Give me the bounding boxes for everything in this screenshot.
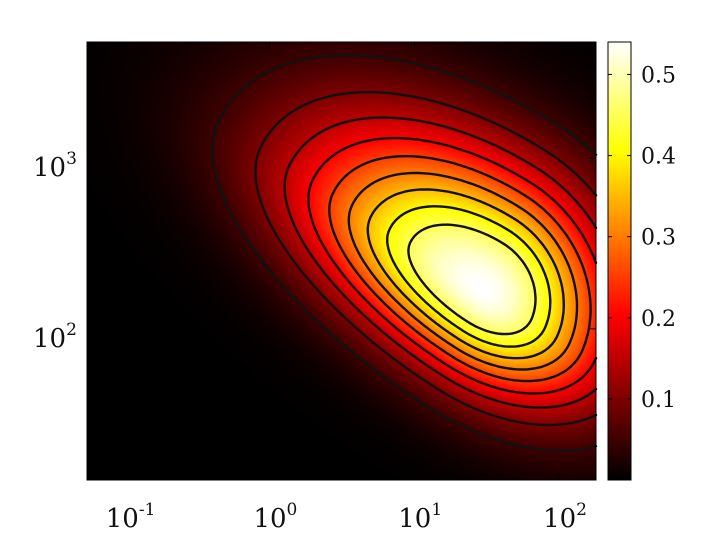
contour-line — [254, 91, 598, 427]
colorbar-tick-label: 0.4 — [641, 145, 676, 170]
contour-lines — [211, 53, 598, 452]
tick-label: 100 — [253, 500, 297, 534]
contour-line — [386, 205, 552, 348]
colorbar: 0.1 0.2 0.3 0.4 0.5 — [607, 41, 676, 481]
contour-line — [307, 136, 598, 395]
colorbar-ticks: 0.1 0.2 0.3 0.4 0.5 — [608, 63, 676, 413]
y-axis: 102 103 — [33, 149, 596, 354]
plot-frame — [86, 41, 597, 481]
colorbar-frame — [607, 41, 632, 481]
contour-line — [347, 171, 579, 371]
contour-line — [407, 223, 537, 336]
colorbar-tick-label: 0.5 — [641, 63, 676, 88]
x-axis: 10-1 100 101 102 — [106, 42, 587, 534]
colorbar-tick-label: 0.1 — [641, 388, 676, 413]
contour-line — [283, 116, 598, 409]
tick-label: 102 — [33, 320, 77, 354]
tick-label: 101 — [398, 500, 442, 534]
colorbar-tick-label: 0.3 — [641, 226, 676, 251]
tick-label: 102 — [543, 500, 587, 534]
colorbar-gradient — [608, 42, 631, 480]
tick-label: 10-1 — [106, 500, 156, 534]
contour-line — [211, 53, 598, 452]
contour-line — [366, 188, 565, 360]
contour-line — [328, 155, 592, 383]
heatmap-image — [87, 42, 596, 480]
heatmap-plot-area — [86, 41, 598, 481]
tick-label: 103 — [33, 149, 77, 183]
colorbar-tick-label: 0.2 — [641, 307, 676, 332]
